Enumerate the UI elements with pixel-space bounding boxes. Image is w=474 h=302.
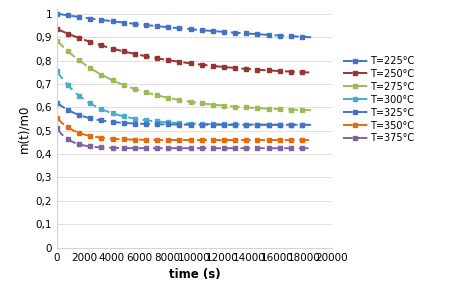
T=325°C <box>247 123 253 127</box>
T=325°C <box>202 123 208 127</box>
T=300°C <box>273 123 279 127</box>
T=250°C <box>273 69 279 73</box>
T=300°C <box>70 88 75 92</box>
T=225°C <box>273 34 279 37</box>
Line: T=350°C: T=350°C <box>55 116 313 142</box>
T=275°C <box>209 103 214 106</box>
T=225°C <box>209 29 214 33</box>
T=250°C <box>216 65 222 68</box>
Line: T=250°C: T=250°C <box>55 27 313 75</box>
T=325°C <box>273 123 279 127</box>
Line: T=325°C: T=325°C <box>55 101 313 127</box>
T=375°C <box>202 146 208 150</box>
Line: T=225°C: T=225°C <box>55 12 313 39</box>
T=350°C <box>202 138 208 142</box>
T=250°C <box>308 71 314 74</box>
T=375°C <box>247 146 253 150</box>
T=325°C <box>209 123 214 127</box>
T=225°C <box>308 35 314 39</box>
T=250°C <box>202 63 208 67</box>
T=325°C <box>216 123 222 127</box>
T=375°C <box>216 146 222 150</box>
T=325°C <box>308 123 314 127</box>
T=225°C <box>70 14 75 18</box>
T=225°C <box>202 29 208 32</box>
T=350°C <box>209 138 214 142</box>
T=250°C <box>209 64 214 68</box>
T=350°C <box>247 138 253 142</box>
T=300°C <box>54 69 60 73</box>
T=275°C <box>54 39 60 43</box>
T=275°C <box>273 107 279 111</box>
T=250°C <box>247 67 253 71</box>
T=375°C <box>209 146 214 150</box>
T=300°C <box>216 122 222 126</box>
T=300°C <box>308 123 314 127</box>
T=350°C <box>216 138 222 142</box>
T=275°C <box>247 106 253 110</box>
T=325°C <box>70 111 75 114</box>
T=275°C <box>70 53 75 57</box>
T=250°C <box>70 34 75 37</box>
T=300°C <box>209 122 214 126</box>
T=250°C <box>54 27 60 31</box>
Y-axis label: m(t)/m0: m(t)/m0 <box>17 104 30 153</box>
T=375°C <box>54 127 60 130</box>
Legend: T=225°C, T=250°C, T=275°C, T=300°C, T=325°C, T=350°C, T=375°C: T=225°C, T=250°C, T=275°C, T=300°C, T=32… <box>339 52 419 147</box>
T=275°C <box>202 102 208 105</box>
T=225°C <box>54 12 60 15</box>
Line: T=375°C: T=375°C <box>55 127 313 150</box>
T=350°C <box>308 138 314 142</box>
Line: T=300°C: T=300°C <box>55 69 313 127</box>
T=375°C <box>70 140 75 144</box>
T=350°C <box>70 128 75 132</box>
T=375°C <box>308 146 314 150</box>
T=325°C <box>54 101 60 104</box>
T=300°C <box>202 122 208 126</box>
T=300°C <box>247 123 253 127</box>
T=225°C <box>216 30 222 33</box>
T=225°C <box>247 32 253 36</box>
T=350°C <box>54 116 60 120</box>
T=275°C <box>308 108 314 112</box>
T=375°C <box>273 146 279 150</box>
Line: T=275°C: T=275°C <box>55 39 313 112</box>
T=275°C <box>216 103 222 107</box>
X-axis label: time (s): time (s) <box>169 268 220 281</box>
T=350°C <box>273 138 279 142</box>
